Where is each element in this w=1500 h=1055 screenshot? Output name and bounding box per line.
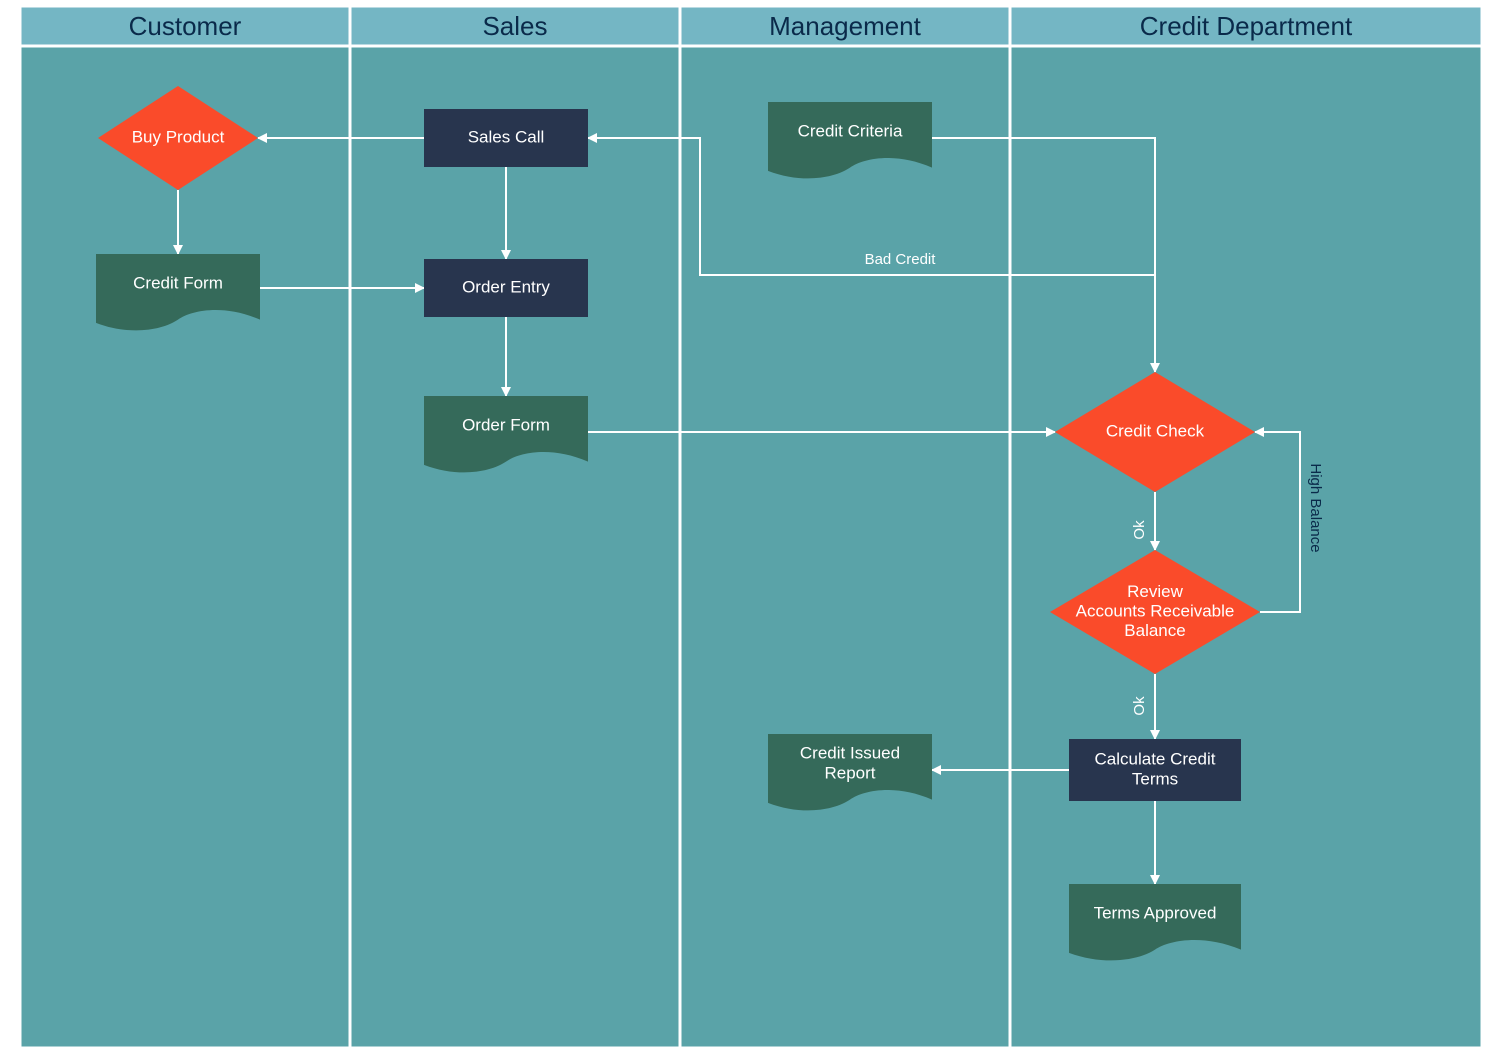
node-label-ccrit: Credit Criteria bbox=[798, 121, 903, 140]
edge-label-e11: Ok bbox=[1131, 696, 1148, 716]
edge-label-e8: Bad Credit bbox=[865, 251, 937, 268]
node-label-oentry: Order Entry bbox=[462, 277, 550, 296]
node-label-review-1: Accounts Receivable bbox=[1076, 601, 1235, 620]
node-label-calc-1: Terms bbox=[1132, 769, 1178, 788]
lane-body-management bbox=[680, 46, 1010, 1048]
flowchart-canvas: Customer Sales Management Credit Department… bbox=[0, 0, 1500, 1055]
node-calc: Calculate CreditTerms bbox=[1069, 739, 1241, 801]
node-label-scall: Sales Call bbox=[468, 127, 545, 146]
node-label-terms: Terms Approved bbox=[1094, 903, 1217, 922]
node-label-cform: Credit Form bbox=[133, 273, 223, 292]
node-label-review-0: Review bbox=[1127, 582, 1183, 601]
lane-header-label-customer: Customer bbox=[129, 11, 242, 41]
node-label-buy: Buy Product bbox=[132, 127, 225, 146]
edge-label-e9: Ok bbox=[1131, 520, 1148, 540]
lane-header-label-sales: Sales bbox=[482, 11, 547, 41]
node-label-calc-0: Calculate Credit bbox=[1095, 750, 1216, 769]
node-scall: Sales Call bbox=[424, 109, 588, 167]
node-label-creport-1: Report bbox=[824, 763, 875, 782]
node-label-oform: Order Form bbox=[462, 415, 550, 434]
node-label-creport-0: Credit Issued bbox=[800, 744, 900, 763]
node-label-review-2: Balance bbox=[1124, 621, 1185, 640]
lane-header-label-management: Management bbox=[769, 11, 922, 41]
edge-label-e10: High Balance bbox=[1307, 463, 1324, 552]
lane-body-sales bbox=[350, 46, 680, 1048]
lane-body-customer bbox=[20, 46, 350, 1048]
lane-header-label-credit: Credit Department bbox=[1140, 11, 1353, 41]
node-label-ccheck: Credit Check bbox=[1106, 421, 1205, 440]
node-oentry: Order Entry bbox=[424, 259, 588, 317]
